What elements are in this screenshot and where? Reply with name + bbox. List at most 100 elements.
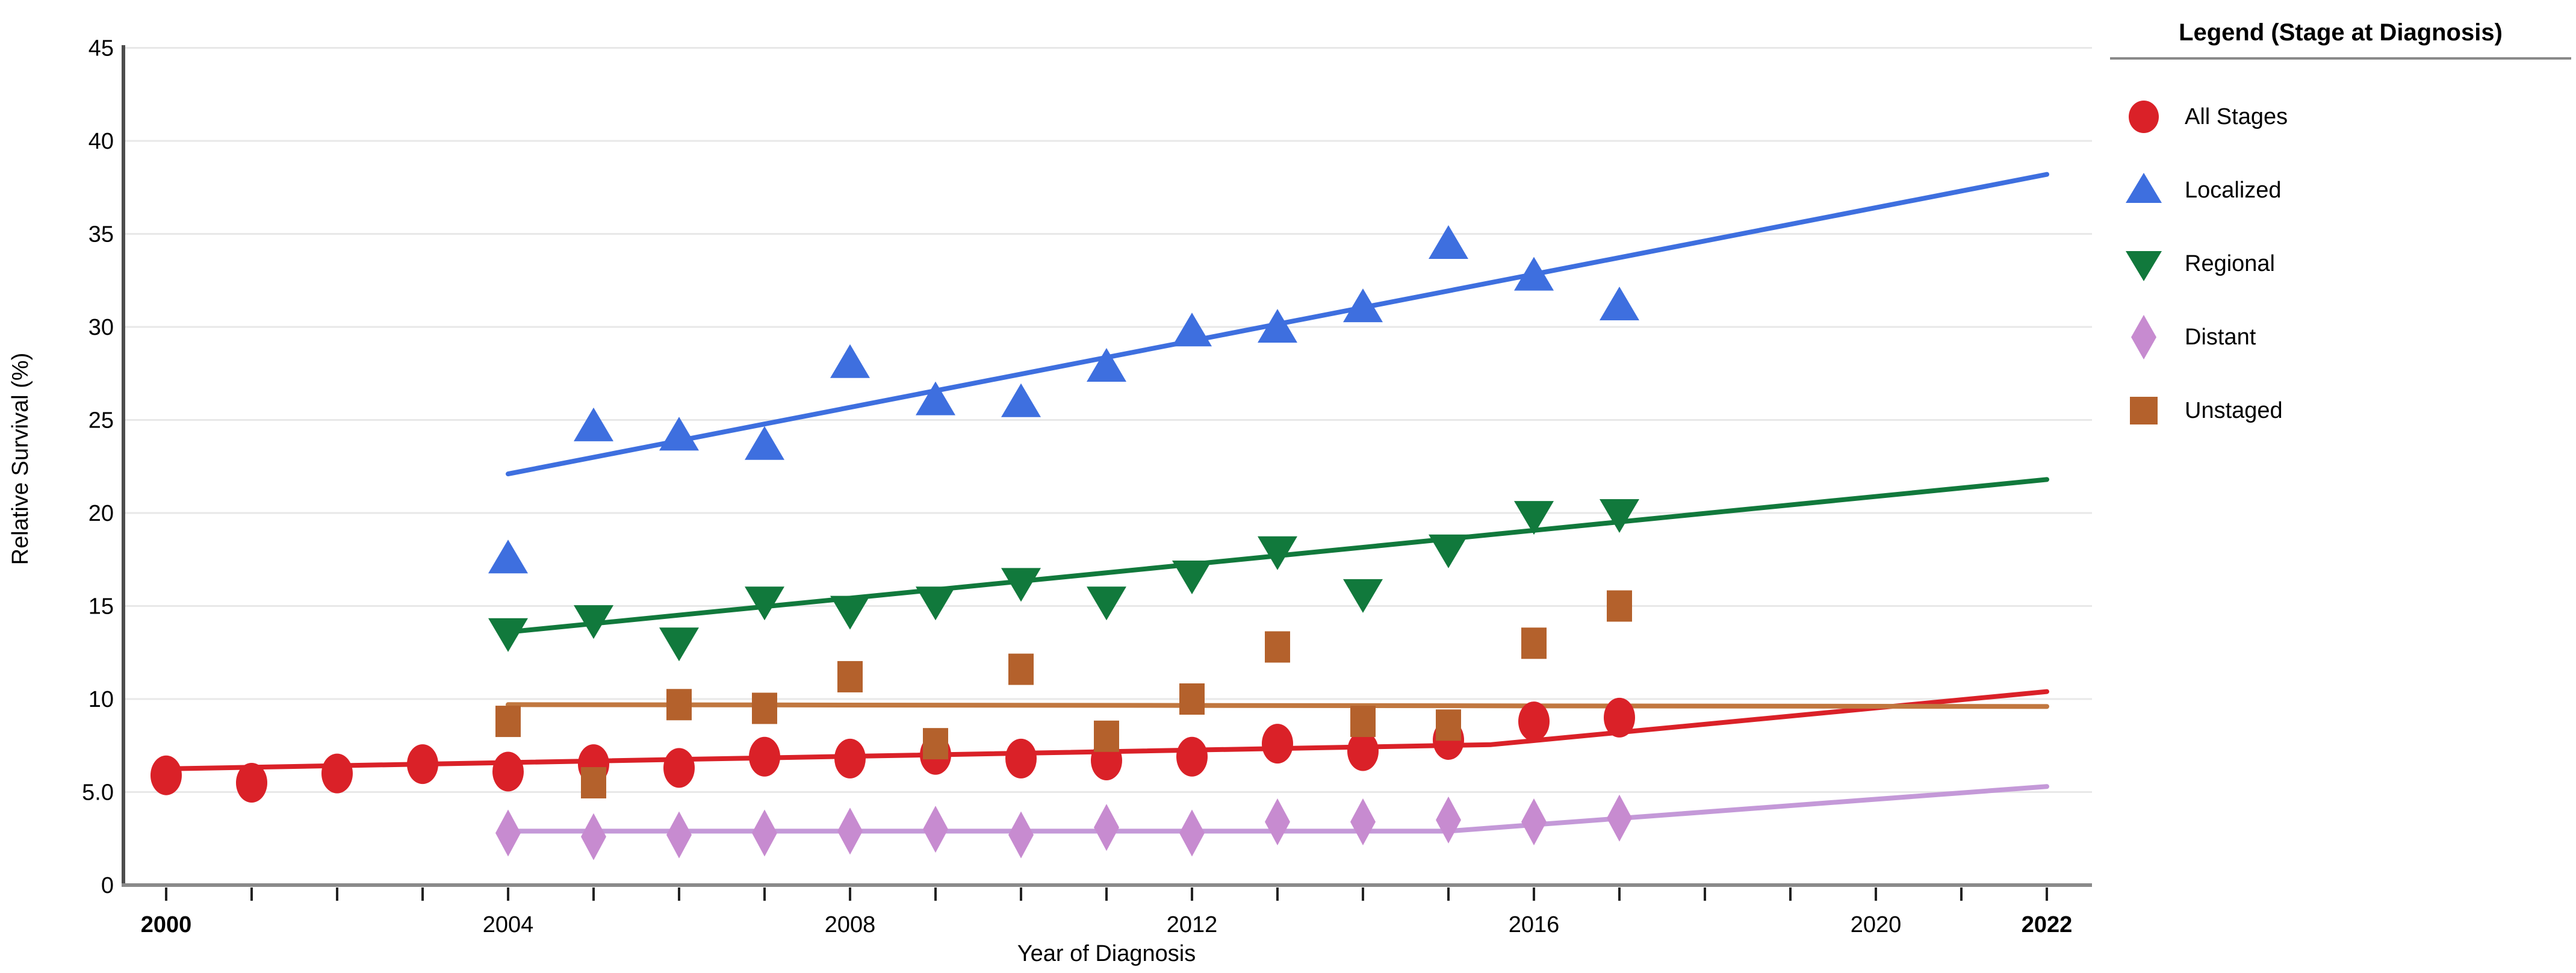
data-points <box>151 225 1639 860</box>
point-distant-2005 <box>581 813 606 860</box>
y-tick-label: 20 <box>88 501 114 526</box>
point-distant-2010 <box>1008 811 1034 859</box>
point-all-stages-2007 <box>749 736 780 777</box>
point-regional-2010 <box>1001 568 1041 602</box>
point-regional-2007 <box>745 586 784 621</box>
point-localized-2016 <box>1514 256 1554 291</box>
point-distant-2004 <box>495 809 521 857</box>
point-unstaged-2017 <box>1607 590 1632 622</box>
circle-icon <box>2129 101 2159 133</box>
y-axis-title: Relative Survival (%) <box>8 353 33 565</box>
point-all-stages-2001 <box>236 763 267 803</box>
legend-panel: Legend (Stage at Diagnosis) All Stages Lo… <box>2110 11 2571 447</box>
legend-item-localized[interactable]: Localized <box>2110 154 2571 227</box>
point-localized-2014 <box>1343 288 1383 323</box>
legend-item-label: Unstaged <box>2185 397 2283 423</box>
legend-item-label: Localized <box>2185 177 2282 203</box>
point-localized-2005 <box>574 407 613 441</box>
point-regional-2014 <box>1343 579 1383 613</box>
legend-item-label: Regional <box>2185 250 2275 276</box>
point-all-stages-2000 <box>151 755 182 795</box>
point-distant-2009 <box>923 806 948 853</box>
legend-item-label: All Stages <box>2185 104 2288 129</box>
axes <box>122 45 2092 901</box>
x-tick-label: 2004 <box>483 912 534 937</box>
triangle-down-icon <box>2126 251 2162 281</box>
point-distant-2013 <box>1265 798 1290 845</box>
point-all-stages-2008 <box>834 738 866 779</box>
legend-item-all-stages[interactable]: All Stages <box>2110 80 2571 154</box>
x-tick-label: 2000 <box>141 912 192 937</box>
x-tick-label: 2016 <box>1509 912 1560 937</box>
x-tick-label: 2012 <box>1167 912 1218 937</box>
legend-marker-shape <box>2126 173 2162 203</box>
point-all-stages-2003 <box>407 744 438 785</box>
point-distant-2011 <box>1094 804 1119 851</box>
point-localized-2017 <box>1600 287 1639 321</box>
gridlines <box>125 47 2092 793</box>
point-distant-2006 <box>666 811 692 859</box>
point-unstaged-2006 <box>666 689 692 721</box>
legend-marker-shape <box>2131 315 2156 359</box>
point-localized-2011 <box>1087 347 1126 382</box>
legend-item-regional[interactable]: Regional <box>2110 227 2571 300</box>
point-distant-2015 <box>1436 796 1461 844</box>
point-all-stages-2004 <box>492 751 524 792</box>
point-all-stages-2017 <box>1604 697 1635 738</box>
point-regional-2015 <box>1429 534 1468 568</box>
point-unstaged-2015 <box>1436 709 1461 741</box>
point-unstaged-2011 <box>1094 720 1119 752</box>
point-distant-2017 <box>1607 794 1632 842</box>
point-localized-2009 <box>916 381 955 415</box>
y-tick-label: 10 <box>88 687 114 712</box>
x-tick-label: 2008 <box>825 912 876 937</box>
point-all-stages-2002 <box>321 753 353 794</box>
y-tick-label: 40 <box>88 129 114 154</box>
point-unstaged-2007 <box>752 692 777 724</box>
y-tick-label: 25 <box>88 408 114 434</box>
legend-item-label: Distant <box>2185 324 2256 350</box>
y-tick-label: 5.0 <box>82 780 114 806</box>
legend-separator <box>2110 57 2571 60</box>
point-localized-2006 <box>659 417 699 451</box>
point-regional-2009 <box>916 586 955 621</box>
point-localized-2012 <box>1172 312 1212 347</box>
point-regional-2005 <box>574 605 613 639</box>
y-tick-label: 0 <box>101 873 114 898</box>
point-all-stages-2014 <box>1347 731 1379 771</box>
triangle-up-icon <box>2126 173 2162 203</box>
point-unstaged-2012 <box>1179 683 1205 715</box>
point-all-stages-2013 <box>1262 724 1293 764</box>
y-tick-label: 45 <box>88 36 114 61</box>
point-regional-2006 <box>659 627 699 662</box>
point-localized-2008 <box>830 344 870 378</box>
x-axis-title: Year of Diagnosis <box>1017 941 1196 966</box>
point-regional-2017 <box>1600 499 1639 533</box>
y-tick-label: 30 <box>88 315 114 340</box>
legend-marker-shape <box>2129 101 2159 133</box>
y-tick-label: 35 <box>88 222 114 247</box>
point-distant-2012 <box>1179 809 1205 857</box>
point-regional-2016 <box>1514 501 1554 535</box>
point-localized-2007 <box>745 426 784 460</box>
point-regional-2004 <box>488 618 528 652</box>
point-regional-2012 <box>1172 560 1212 594</box>
point-unstaged-2008 <box>837 661 863 692</box>
legend-marker-shape <box>2130 397 2158 424</box>
point-unstaged-2014 <box>1350 706 1376 738</box>
legend-item-distant[interactable]: Distant <box>2110 300 2571 374</box>
point-unstaged-2004 <box>495 706 521 738</box>
point-distant-2014 <box>1350 798 1376 845</box>
point-localized-2010 <box>1001 383 1041 417</box>
point-all-stages-2012 <box>1176 736 1208 777</box>
point-unstaged-2010 <box>1008 653 1034 685</box>
point-all-stages-2016 <box>1518 701 1550 742</box>
x-tick-label: 2022 <box>2022 912 2073 937</box>
legend-item-unstaged[interactable]: Unstaged <box>2110 374 2571 447</box>
tick-labels: 0 5.0 10 15 20 25 30 35 40 45 2000 2004 2008 2012 2016… <box>82 36 2072 938</box>
point-unstaged-2013 <box>1265 631 1290 663</box>
point-unstaged-2009 <box>923 728 948 760</box>
point-distant-2008 <box>837 807 863 855</box>
